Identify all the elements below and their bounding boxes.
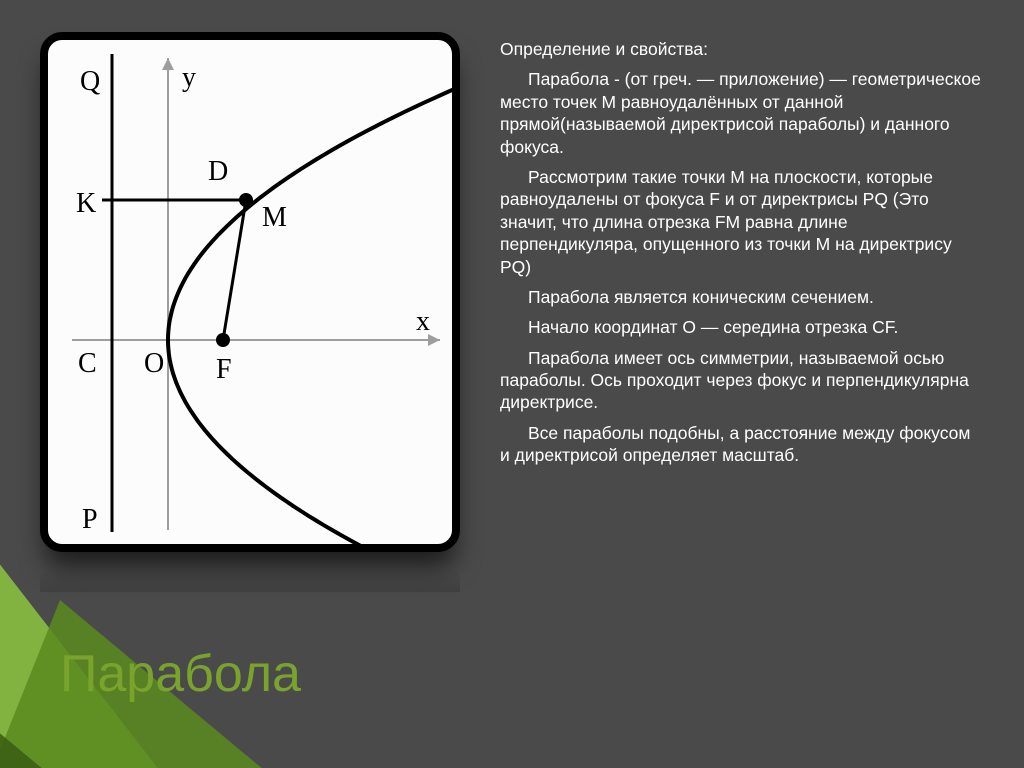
parabola-path	[168, 55, 452, 544]
label-y: y	[182, 62, 196, 93]
label-k: K	[76, 188, 96, 219]
left-column: Q P y x K D M C O F Парабола	[40, 32, 480, 738]
text-heading: Определение и свойства:	[500, 38, 984, 60]
label-f: F	[216, 354, 232, 385]
text-p5: Парабола имеет ось симметрии, называемой…	[500, 347, 984, 414]
label-p: P	[82, 504, 98, 535]
label-x: x	[416, 306, 430, 337]
label-c: C	[78, 348, 97, 379]
label-o: O	[144, 348, 164, 379]
body-text: Определение и свойства: Парабола - (от г…	[480, 32, 984, 738]
slide: Q P y x K D M C O F Парабола Определение…	[0, 0, 1024, 768]
text-p6: Все параболы подобны, а расстояние между…	[500, 422, 984, 467]
text-p2: Рассмотрим такие точки М на плоскости, к…	[500, 166, 984, 278]
figure-reflection	[40, 568, 460, 592]
x-axis	[72, 334, 440, 346]
parabola-figure: Q P y x K D M C O F	[40, 32, 460, 552]
text-p1: Парабола - (от греч. — приложение) — гео…	[500, 68, 984, 158]
slide-title: Парабола	[60, 644, 301, 704]
label-m: M	[262, 202, 287, 233]
parabola-curve-fix	[168, 78, 452, 544]
focus-dot	[216, 333, 230, 347]
text-p4-span: Начало координат O — середина отрезка CF…	[528, 317, 898, 337]
text-p4: Начало координат O — середина отрезка CF…	[500, 316, 984, 338]
parabola-curve	[168, 55, 452, 544]
parabola-svg: Q P y x K D M C O F	[48, 40, 452, 544]
y-axis	[162, 58, 174, 530]
label-q: Q	[80, 66, 100, 97]
text-p3: Парабола является коническим сечением.	[500, 286, 984, 308]
label-d: D	[208, 156, 228, 187]
point-m-dot	[239, 193, 253, 207]
